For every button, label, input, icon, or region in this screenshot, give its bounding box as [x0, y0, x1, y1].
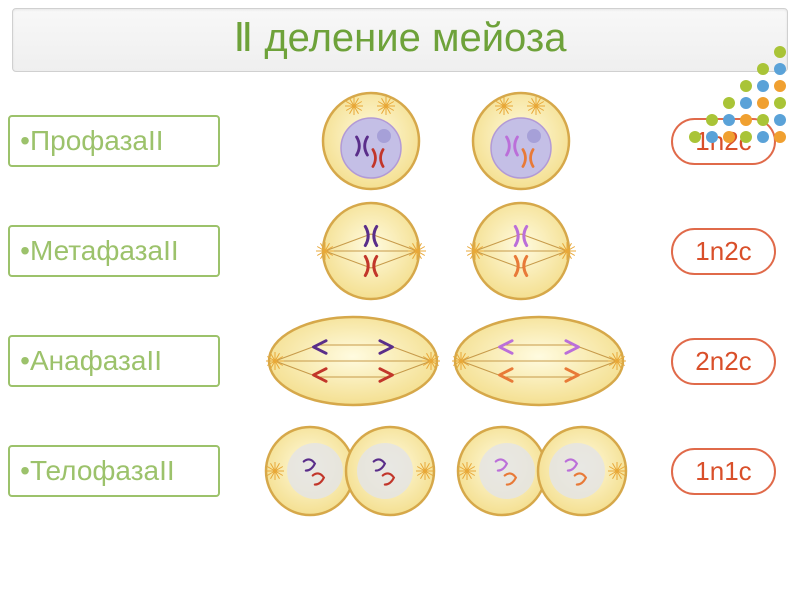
anaphase-cell: [449, 311, 629, 411]
dot: [774, 114, 786, 126]
dot: [740, 131, 752, 143]
dot: [689, 131, 701, 143]
phase-label-box: •ПрофазаII: [8, 115, 220, 167]
dot: [740, 80, 752, 92]
phase-row: •ТелофазаII 1n1c: [0, 416, 800, 526]
phase-label: ПрофазаII: [30, 125, 164, 156]
chromosome-notation: 1n1c: [671, 448, 776, 495]
cells-telophase: [232, 421, 659, 521]
phase-label: ТелофазаII: [30, 455, 175, 486]
telophase-cell: [255, 421, 445, 521]
phase-rows: •ПрофазаII1n2c•МетафазаII1n2c•АнафазаII2…: [0, 86, 800, 526]
dot: [740, 114, 752, 126]
metaphase-cell: [311, 196, 431, 306]
dot: [723, 131, 735, 143]
anaphase-cell: [263, 311, 443, 411]
dot: [723, 97, 735, 109]
decorative-dot-grid: [689, 46, 788, 145]
dot: [757, 131, 769, 143]
phase-row: •АнафазаII 2n2c: [0, 306, 800, 416]
prophase-cell: [466, 86, 576, 196]
telophase-cell: [447, 421, 637, 521]
phase-row: •МетафазаII 1n2c: [0, 196, 800, 306]
dot: [774, 131, 786, 143]
bullet-icon: •: [20, 125, 30, 157]
dot: [757, 80, 769, 92]
metaphase-cell: [461, 196, 581, 306]
page-title: Ⅱ деление мейоза: [234, 15, 567, 61]
phase-label: АнафазаII: [30, 345, 162, 376]
dot: [757, 97, 769, 109]
phase-label-box: •ТелофазаII: [8, 445, 220, 497]
cells-prophase: [232, 86, 659, 196]
phase-label-box: •АнафазаII: [8, 335, 220, 387]
bullet-icon: •: [20, 235, 30, 267]
phase-label-box: •МетафазаII: [8, 225, 220, 277]
title-bar: Ⅱ деление мейоза: [12, 8, 788, 72]
bullet-icon: •: [20, 455, 30, 487]
cells-metaphase: [232, 196, 659, 306]
dot: [706, 131, 718, 143]
prophase-cell: [316, 86, 426, 196]
phase-row: •ПрофазаII1n2c: [0, 86, 800, 196]
dot: [723, 114, 735, 126]
dot: [774, 63, 786, 75]
dot: [774, 97, 786, 109]
dot: [706, 114, 718, 126]
dot: [774, 46, 786, 58]
dot: [740, 97, 752, 109]
dot: [757, 114, 769, 126]
phase-label: МетафазаII: [30, 235, 179, 266]
chromosome-notation: 1n2c: [671, 228, 776, 275]
chromosome-notation: 2n2c: [671, 338, 776, 385]
dot: [757, 63, 769, 75]
cells-anaphase: [232, 311, 659, 411]
bullet-icon: •: [20, 345, 30, 377]
dot: [774, 80, 786, 92]
